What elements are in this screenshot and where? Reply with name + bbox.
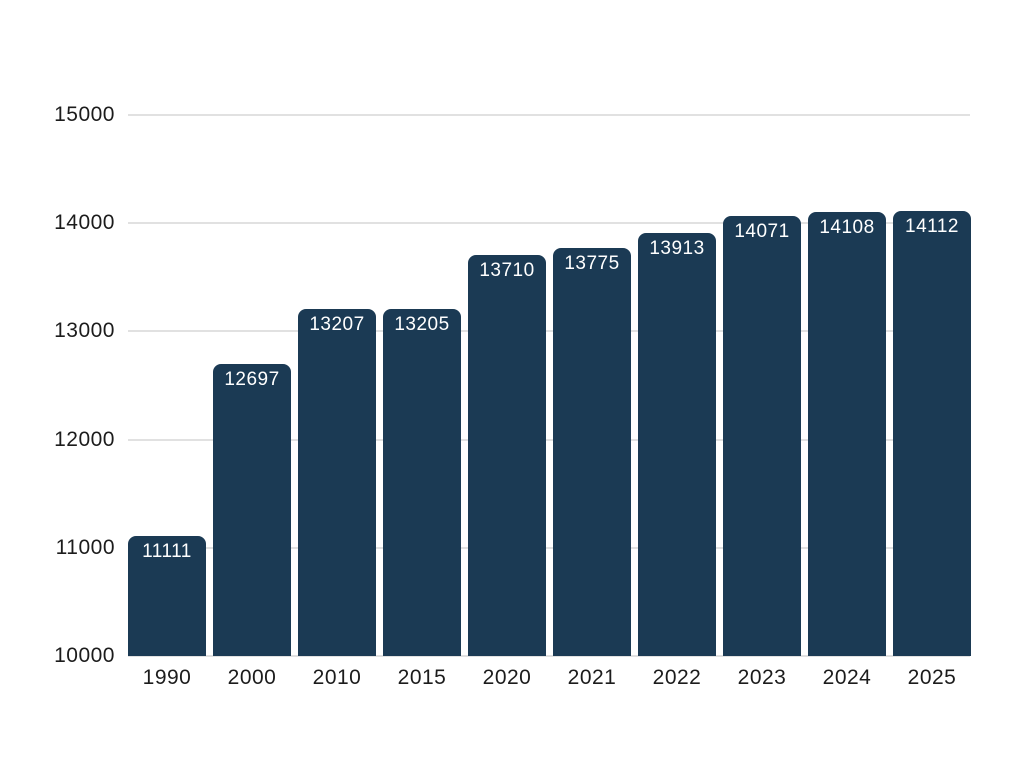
gridline (128, 546, 970, 549)
y-tick-label: 10000 (54, 644, 115, 667)
gridline (128, 114, 970, 116)
x-tick-label: 2024 (822, 666, 872, 689)
bar-2023: 14071 (723, 216, 801, 656)
bar-2024: 14108 (808, 212, 886, 656)
x-tick-label: 2020 (482, 666, 532, 689)
bar-value-label: 12697 (224, 369, 280, 390)
plot-area: 10000 11000 12000 13000 14000 15000 11111 1269… (54, 104, 971, 689)
y-tick-label: 12000 (54, 427, 115, 451)
x-tick-label: 1990 (142, 666, 192, 689)
x-tick-label: 2025 (907, 666, 957, 689)
x-tick-label: 2023 (737, 666, 787, 689)
x-tick-label: 2015 (397, 666, 447, 689)
x-tick-label: 2010 (312, 666, 362, 689)
bar-2015: 13205 (383, 309, 461, 656)
bar-1990: 11111 (128, 536, 206, 656)
bar-value-label: 14071 (734, 221, 790, 242)
y-tick-label: 11000 (55, 535, 115, 559)
bar-2022: 13913 (638, 233, 716, 656)
bar-value-label: 13913 (649, 238, 705, 259)
bar-value-label: 13205 (394, 314, 450, 335)
gridline (128, 655, 970, 657)
bar-value-label: 13710 (479, 260, 535, 281)
bar-value-label: 14108 (819, 217, 875, 238)
y-tick-label: 15000 (54, 103, 115, 126)
gridline (128, 330, 970, 333)
y-tick-label: 13000 (54, 319, 115, 343)
bar-2025: 14112 (893, 211, 971, 656)
bar-2021: 13775 (553, 248, 631, 656)
bar-value-label: 14112 (905, 216, 959, 237)
bar-value-label: 13775 (564, 253, 620, 274)
bar-value-label: 11111 (142, 541, 192, 562)
x-tick-label: 2021 (567, 666, 617, 689)
bar-2020: 13710 (468, 255, 546, 656)
gridline (128, 438, 970, 441)
bar-value-label: 13207 (309, 314, 365, 335)
x-tick-label: 2022 (652, 666, 702, 689)
x-tick-label: 2000 (227, 666, 277, 689)
gridline (128, 222, 970, 225)
bar-2000: 12697 (213, 364, 291, 656)
bar-2010: 13207 (298, 309, 376, 656)
y-tick-label: 14000 (54, 211, 115, 235)
